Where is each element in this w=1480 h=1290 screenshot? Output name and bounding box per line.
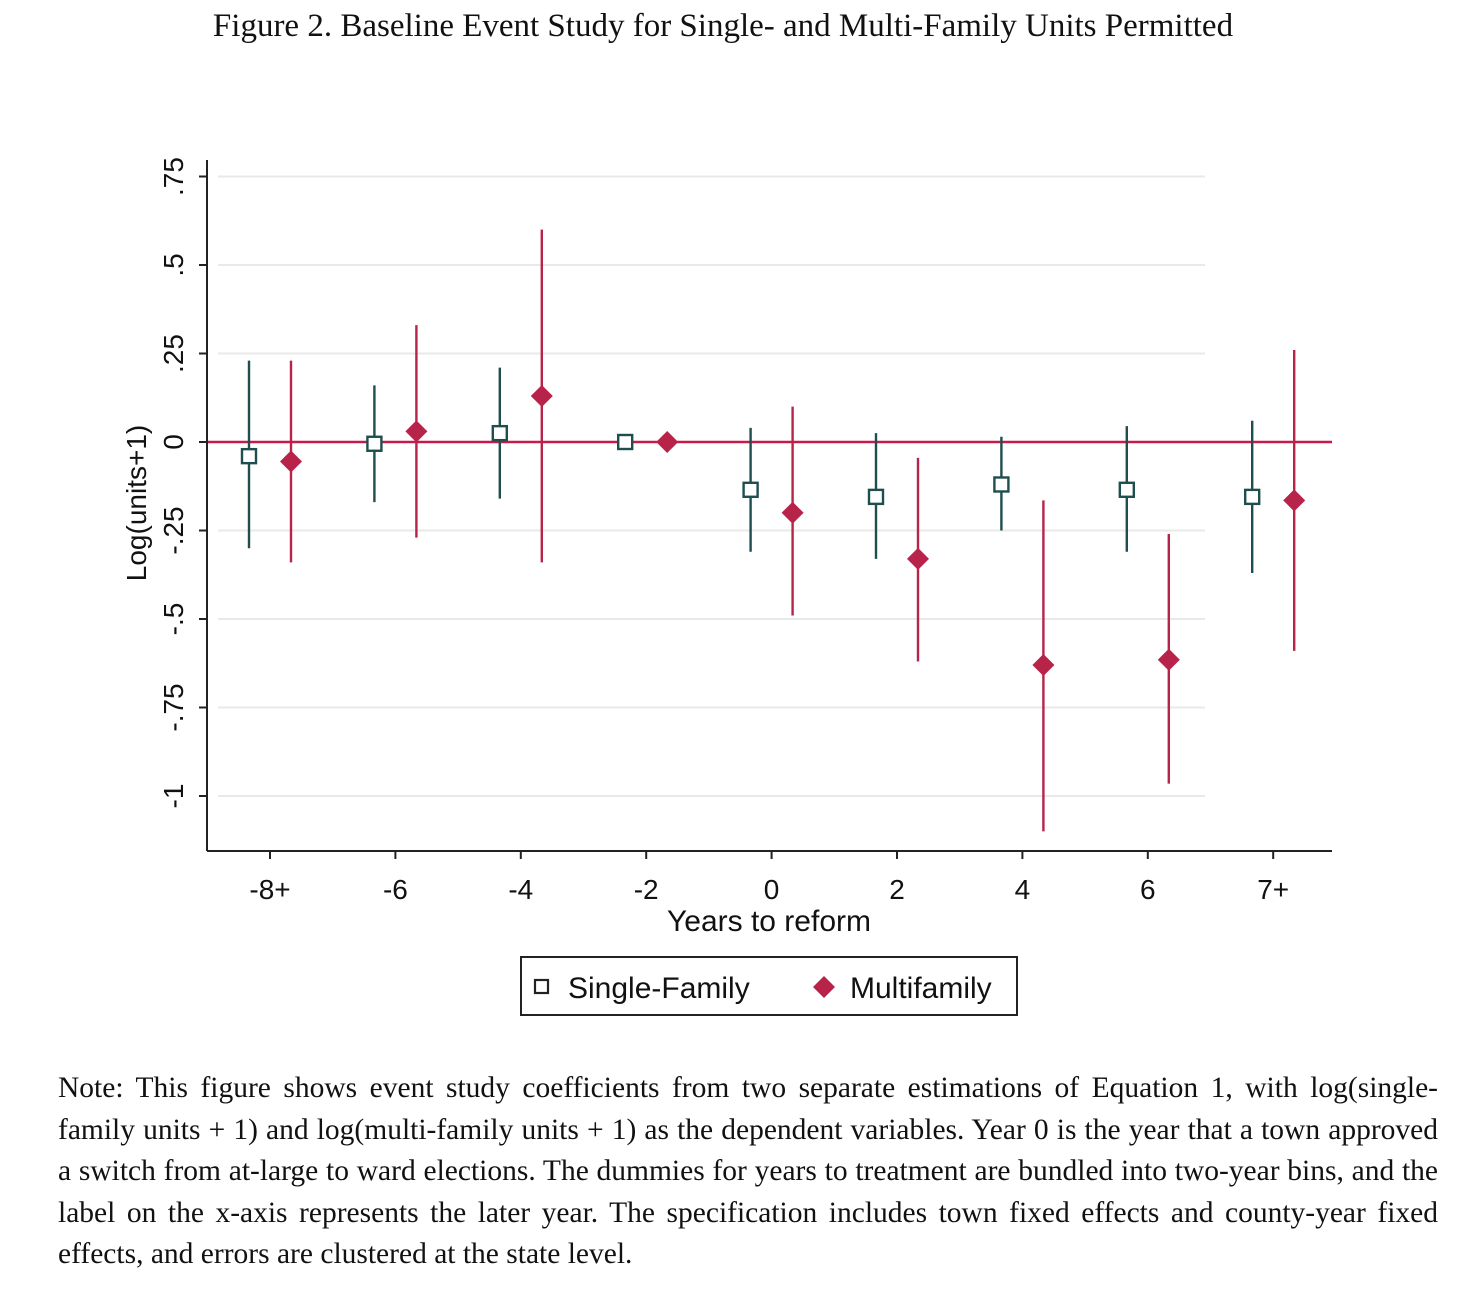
x-tick-label: 2 (889, 874, 905, 905)
x-tick-label: 6 (1140, 874, 1156, 905)
legend-single-family-marker (533, 978, 550, 995)
single-family-point (366, 435, 383, 452)
series-layer (240, 229, 1306, 832)
multifamily-point (781, 501, 804, 524)
y-tick-label: -1 (158, 784, 189, 809)
gridlines (218, 175, 1205, 797)
x-axis-label: Years to reform (667, 905, 871, 938)
y-axis-label: Log(units+1) (121, 425, 152, 581)
multifamily-point (280, 450, 302, 473)
single-family-point (617, 433, 634, 451)
legend-single-family-label: Single-Family (568, 972, 750, 1005)
y-tick-label: -.75 (158, 683, 189, 731)
y-tick-label: 0 (158, 434, 189, 450)
single-family-point (1118, 481, 1136, 498)
multifamily-point (405, 420, 428, 443)
single-family-point (867, 488, 885, 506)
x-tick-label: 7+ (1257, 874, 1289, 905)
x-tick-label: -6 (383, 874, 408, 905)
legend-box (520, 956, 1018, 1016)
single-family-point (240, 447, 258, 465)
multifamily-point (1032, 654, 1055, 677)
x-tick-label: 0 (764, 874, 780, 905)
figure-note: Note: This figure shows event study coef… (58, 1072, 1438, 1270)
legend: Single-Family Multifamily (520, 956, 1018, 1016)
y-tick-label: .75 (158, 157, 189, 196)
multifamily-point (656, 431, 679, 453)
single-family-point (993, 476, 1010, 493)
multifamily-point (1157, 648, 1180, 671)
legend-multifamily-label: Multifamily (850, 972, 992, 1005)
single-family-point (742, 481, 759, 498)
x-tick-label: 4 (1015, 874, 1031, 905)
y-ticks: -1 -.75 -.5 -.25 0 .25 .5 .75 (158, 157, 207, 808)
y-tick-label: .25 (158, 334, 189, 373)
x-ticks: -8+ -6 -4 -2 0 2 4 6 7+ (249, 851, 1289, 905)
y-tick-label: -.25 (158, 506, 189, 554)
multifamily-point (907, 547, 929, 570)
multifamily-point (1283, 489, 1306, 512)
y-tick-label: .5 (158, 253, 189, 276)
event-study-chart: -1 -.75 -.5 -.25 0 .25 .5 .75 -8+ -6 -4 -2 0 2 4 6 7+ Y… (121, 157, 1332, 1016)
x-tick-label: -4 (508, 874, 533, 905)
single-family-point (1243, 488, 1261, 506)
multifamily-point (530, 384, 553, 407)
x-tick-label: -8+ (249, 874, 290, 905)
y-tick-label: -.5 (158, 603, 189, 636)
figure-title: Figure 2. Baseline Event Study for Singl… (212, 8, 1234, 44)
x-tick-label: -2 (634, 874, 659, 905)
single-family-point (491, 424, 508, 442)
legend-multifamily-marker (813, 976, 835, 998)
